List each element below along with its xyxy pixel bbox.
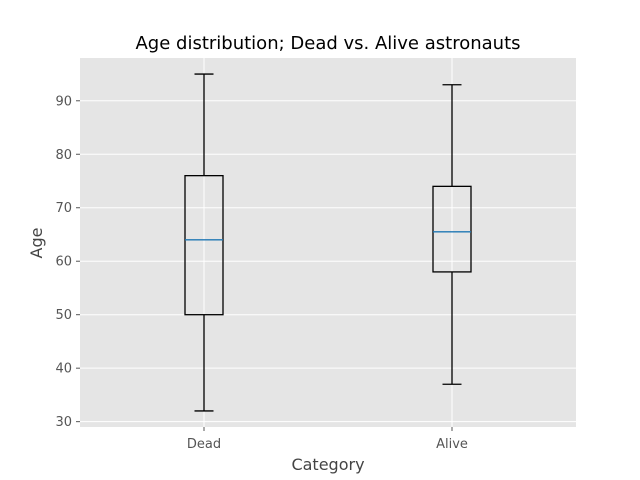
x-axis-label: Category xyxy=(291,455,364,474)
y-tick-label: 50 xyxy=(55,308,72,323)
box-dead xyxy=(184,73,224,412)
x-tick-label: Alive xyxy=(436,437,468,452)
x-tick-label: Dead xyxy=(187,437,221,452)
y-tick-label: 40 xyxy=(55,362,72,377)
y-tick-label: 60 xyxy=(55,255,72,270)
chart-title: Age distribution; Dead vs. Alive astrona… xyxy=(135,33,520,54)
plot-area xyxy=(80,58,576,427)
y-tick-label: 30 xyxy=(55,415,72,430)
iqr-box xyxy=(184,175,224,316)
y-axis: 30 40 50 60 70 80 90 xyxy=(55,94,80,430)
grid-lines xyxy=(80,58,576,427)
y-tick-label: 70 xyxy=(55,201,72,216)
box-alive xyxy=(432,84,472,385)
box-group xyxy=(184,73,472,412)
iqr-box xyxy=(432,185,472,273)
x-axis: Dead Alive xyxy=(187,427,468,452)
y-tick-label: 90 xyxy=(55,94,72,109)
y-axis-label: Age xyxy=(27,228,46,259)
y-tick-label: 80 xyxy=(55,148,72,163)
